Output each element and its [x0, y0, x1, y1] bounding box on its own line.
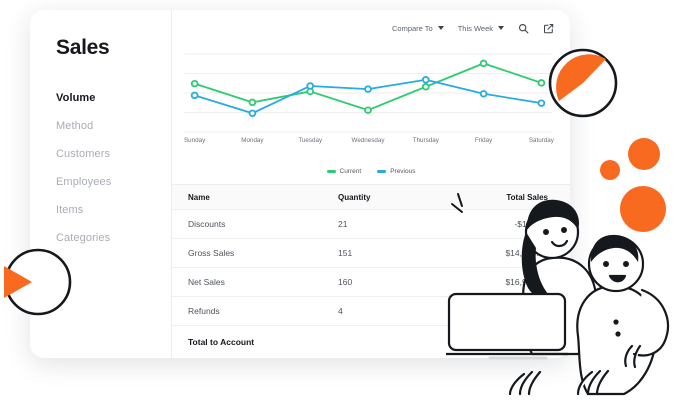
legend-swatch-current [326, 169, 336, 173]
chevron-down-icon [437, 26, 444, 31]
share-icon[interactable] [543, 23, 554, 34]
chart-point[interactable] [479, 59, 488, 68]
legend-item-previous: Previous [377, 168, 415, 175]
chart-point[interactable] [364, 106, 372, 115]
chart-point[interactable] [537, 99, 546, 108]
period-label: This Week [457, 23, 493, 33]
x-axis-label: Tuesday [298, 137, 323, 144]
table-footer: Total to Account [172, 326, 570, 358]
column-header-total-sales: Total Sales [506, 192, 548, 202]
legend-swatch-previous [377, 169, 387, 173]
cell-quantity: 21 [338, 219, 348, 229]
sidebar-item-items[interactable]: Items [56, 204, 84, 216]
sidebar-nav: Volume Method Customers Employees Items … [56, 92, 171, 244]
laptop [446, 292, 568, 360]
sidebar-item-employees[interactable]: Employees [56, 176, 112, 188]
column-header-name: Name [188, 192, 210, 202]
orange-dot-medium [628, 138, 660, 170]
cell-quantity: 160 [338, 277, 353, 287]
line-chart: Sunday Monday Tuesday Wednesday Thursday Frid… [172, 46, 570, 164]
chart-point[interactable] [248, 98, 257, 107]
compare-to-label: Compare To [391, 23, 433, 33]
chevron-down-icon [498, 26, 504, 31]
x-axis-label: Saturday [529, 137, 555, 144]
chart-toolbar: Compare To This Week [172, 10, 570, 46]
period-dropdown[interactable]: This Week [458, 24, 504, 33]
chart-svg: Sunday Monday Tuesday Wednesday Thursday Frid… [184, 53, 555, 144]
cell-name: Gross Sales [188, 248, 235, 258]
cell-name: Net Sales [188, 277, 225, 287]
chart-legend: Current Previous [172, 164, 570, 178]
x-axis-label: Monday [241, 137, 264, 144]
chart-point[interactable] [248, 109, 257, 118]
orange-dot-large [620, 186, 666, 232]
chart-point[interactable] [190, 80, 199, 88]
sidebar-item-method[interactable]: Method [56, 120, 94, 132]
legend-label-current: Current [339, 167, 362, 175]
x-axis-label: Friday [475, 137, 493, 144]
chart-point[interactable] [479, 90, 488, 98]
x-axis-label: Thursday [413, 137, 440, 144]
sidebar-item-volume[interactable]: Volume [56, 92, 96, 104]
sidebar-item-categories[interactable]: Categories [56, 232, 111, 244]
legend-label-previous: Previous [390, 167, 416, 175]
compare-to-dropdown[interactable]: Compare To [392, 24, 444, 33]
cell-quantity: 4 [338, 306, 343, 316]
chart-point[interactable] [190, 91, 199, 100]
cell-name: Discounts [188, 219, 226, 229]
x-axis-label: Wednesday [352, 137, 386, 144]
people-illustration [451, 193, 670, 396]
chart-point[interactable] [306, 82, 315, 90]
chart-point[interactable] [421, 83, 430, 91]
cell-name: Refunds [188, 306, 220, 316]
legend-item-current: Current [326, 167, 362, 175]
x-axis-label: Sunday [184, 137, 206, 144]
sidebar: Sales Volume Method Customers Employees … [30, 10, 172, 358]
search-icon[interactable] [518, 23, 529, 34]
sidebar-item-customers[interactable]: Customers [56, 148, 111, 160]
cell-quantity: 151 [338, 248, 353, 258]
chart-point[interactable] [364, 85, 372, 94]
footer-label: Total to Account [188, 337, 255, 347]
chart-point[interactable] [537, 79, 546, 87]
chart-point[interactable] [421, 76, 430, 84]
page-title: Sales [56, 36, 110, 59]
column-header-quantity: Quantity [338, 192, 371, 202]
table-row[interactable]: Refunds 4 [172, 297, 570, 326]
orange-dot-small [600, 160, 620, 180]
table-header: Name Quantity Total Sales [172, 184, 570, 210]
